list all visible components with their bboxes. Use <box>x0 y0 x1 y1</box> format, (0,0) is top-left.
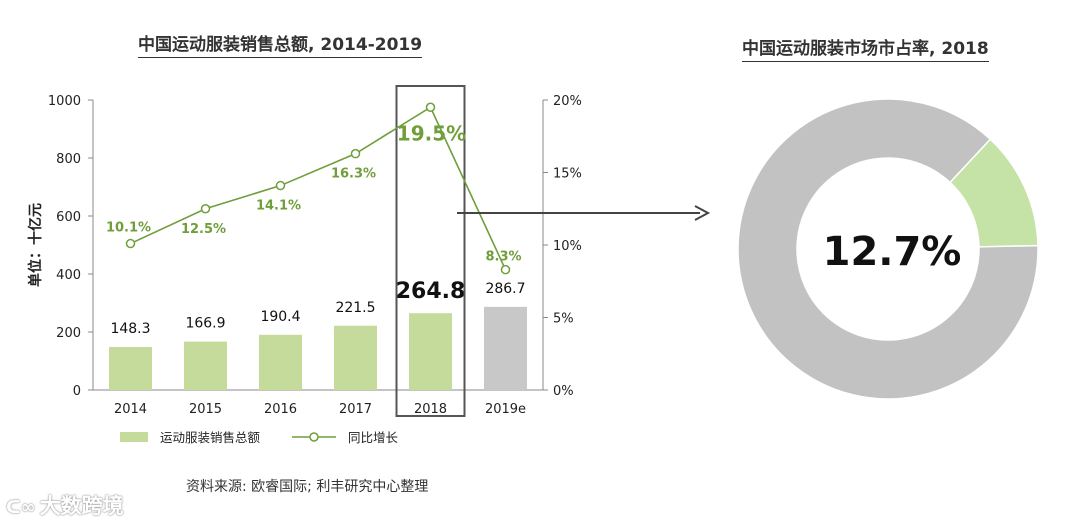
bar <box>259 334 302 390</box>
arrow-head-icon <box>694 205 711 221</box>
bar <box>109 346 152 390</box>
y-tick-label: 400 <box>56 268 81 283</box>
watermark-text: 大数跨境 <box>39 494 124 518</box>
source-note: 资料来源: 欧睿国际; 利丰研究中心整理 <box>186 479 429 495</box>
donut-center-label: 12.7% <box>823 229 962 275</box>
logo-icon: ᑕ∞ <box>6 497 36 518</box>
y-tick-label: 0 <box>73 384 81 399</box>
growth-point <box>350 148 361 159</box>
y2-tick-label: 20% <box>553 94 582 109</box>
donut-slice <box>737 98 1039 400</box>
growth-point <box>275 180 286 191</box>
bar <box>409 313 452 390</box>
legend-marker-line <box>309 432 319 442</box>
growth-point <box>125 238 136 249</box>
growth-line <box>130 106 507 270</box>
growth-value-label: 12.5% <box>181 222 226 237</box>
bar-value-label: 221.5 <box>335 300 375 316</box>
bar <box>184 341 227 390</box>
bar-value-label: 286.7 <box>485 281 525 297</box>
y-tick-label: 800 <box>56 152 81 167</box>
growth-point <box>500 264 511 275</box>
bar-value-label: 190.4 <box>260 309 300 325</box>
bar <box>334 325 377 390</box>
y-tick-label: 200 <box>56 326 81 341</box>
watermark: ᑕ∞ 大数跨境 <box>6 490 124 520</box>
y-tick-label: 1000 <box>48 94 81 109</box>
x-tick-label: 2018 <box>414 402 447 417</box>
bar-value-label: 148.3 <box>110 321 150 337</box>
bar-value-label: 166.9 <box>185 316 225 332</box>
y2-tick-label: 15% <box>553 167 582 182</box>
y-tick-label: 600 <box>56 210 81 225</box>
bar <box>484 306 527 390</box>
x-tick-label: 2016 <box>264 402 297 417</box>
y-axis-title: 单位：十亿元 <box>27 203 44 287</box>
legend-swatch-bar <box>120 432 148 442</box>
growth-value-label: 14.1% <box>256 199 301 214</box>
highlight-box <box>395 85 466 417</box>
growth-value-label: 10.1% <box>106 221 151 236</box>
x-tick-label: 2017 <box>339 402 372 417</box>
x-tick-label: 2015 <box>189 402 222 417</box>
y2-tick-label: 10% <box>553 239 582 254</box>
y2-tick-label: 0% <box>553 384 574 399</box>
bar-value-label: 264.8 <box>396 279 466 304</box>
y2-tick-label: 5% <box>553 312 574 327</box>
growth-value-label: 8.3% <box>485 250 521 265</box>
right-chart-title: 中国运动服装市场市占率, 2018 <box>742 34 989 62</box>
growth-value-label: 16.3% <box>331 167 376 182</box>
x-tick-label: 2019e <box>485 402 526 417</box>
growth-value-label: 19.5% <box>397 121 466 145</box>
legend-label-line: 同比增长 <box>348 430 399 445</box>
x-tick-label: 2014 <box>114 402 147 417</box>
left-chart-title: 中国运动服装销售总额, 2014-2019 <box>138 30 423 58</box>
growth-point <box>425 102 436 112</box>
legend-label-bar: 运动服装销售总额 <box>160 430 261 445</box>
growth-point <box>200 204 211 214</box>
